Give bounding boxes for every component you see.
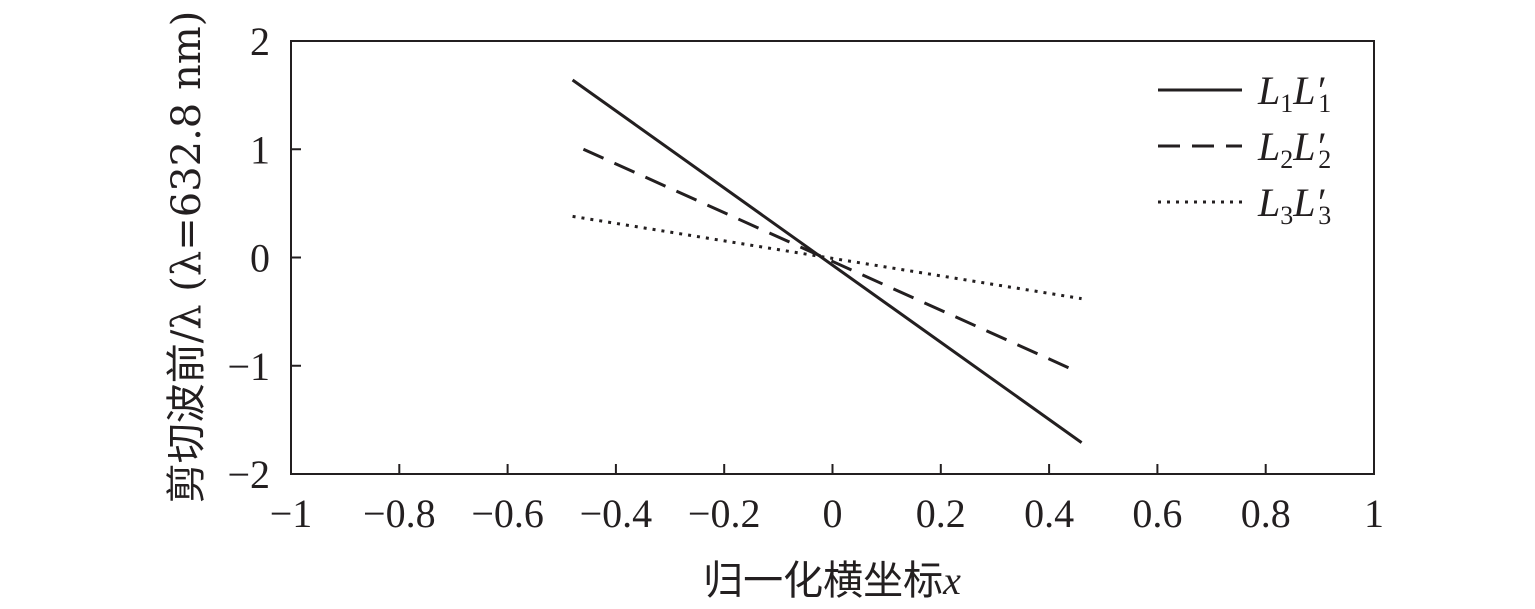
x-tick-label: −1 bbox=[270, 491, 313, 536]
legend: L1L′1 L2L′2 L3L′3 bbox=[1158, 68, 1331, 230]
x-tick-label: −0.6 bbox=[471, 491, 544, 536]
legend-label-2: L2L′2 bbox=[1257, 124, 1331, 174]
x-tick-label: 0 bbox=[823, 491, 843, 536]
x-tick-label: −0.4 bbox=[580, 491, 653, 536]
x-tick-label: 0.2 bbox=[916, 491, 966, 536]
legend-label-3: L3L′3 bbox=[1257, 180, 1331, 230]
x-tick-label: −0.2 bbox=[688, 491, 761, 536]
y-tick-label: 2 bbox=[250, 19, 270, 64]
x-tick-label: −0.8 bbox=[363, 491, 436, 536]
y-tick-label: −1 bbox=[227, 344, 270, 389]
x-tick-label: 1 bbox=[1364, 491, 1384, 536]
x-tick-label: 0.8 bbox=[1241, 491, 1291, 536]
series-line-2 bbox=[582, 147, 1077, 373]
x-tick-label: 0.6 bbox=[1132, 491, 1182, 536]
ticks bbox=[290, 40, 1375, 475]
series-lines bbox=[571, 78, 1083, 444]
x-tick-label: 0.4 bbox=[1024, 491, 1074, 536]
y-tick-label: −2 bbox=[227, 452, 270, 497]
y-tick-label: 1 bbox=[250, 127, 270, 172]
x-axis-title: 归一化横坐标x bbox=[703, 558, 961, 604]
series-line-1 bbox=[571, 78, 1083, 444]
legend-label-1: L1L′1 bbox=[1257, 68, 1331, 118]
y-axis-title: 剪切波前/λ (λ=632.8 nm) bbox=[164, 11, 210, 504]
y-tick-label: 0 bbox=[250, 236, 270, 281]
series-line-3 bbox=[572, 214, 1082, 301]
x-axis-title-var: x bbox=[942, 558, 961, 603]
x-axis-title-text: 归一化横坐标 bbox=[703, 558, 943, 604]
